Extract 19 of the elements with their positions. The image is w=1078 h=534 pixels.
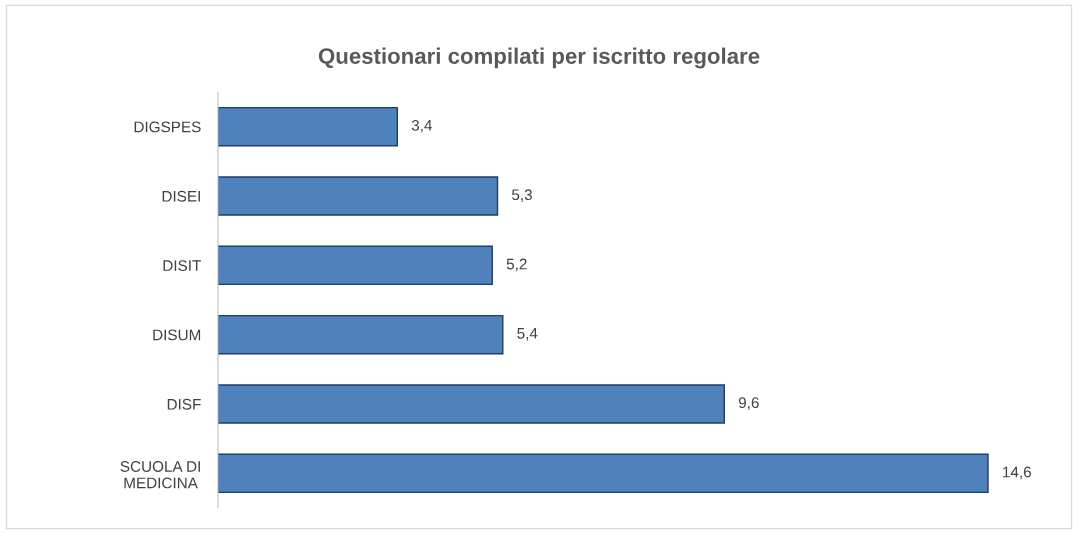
bar bbox=[218, 384, 725, 424]
y-tick-label: DISUM bbox=[153, 329, 201, 341]
y-tick-label: DISEI bbox=[162, 190, 200, 202]
bar bbox=[218, 314, 504, 355]
data-label: 5,2 bbox=[506, 258, 527, 272]
chart-title: Questionari compilati per iscritto regolare bbox=[318, 47, 760, 69]
data-label: 5,4 bbox=[517, 328, 538, 341]
data-label: 14,6 bbox=[1003, 466, 1031, 480]
data-label: 9,6 bbox=[738, 397, 759, 410]
y-tick-label: DIGSPES bbox=[134, 121, 201, 133]
bar bbox=[218, 453, 989, 494]
data-label: 3,4 bbox=[411, 119, 432, 133]
y-tick-label: DISIT bbox=[163, 260, 201, 272]
y-tick-label: SCUOLA DI MEDICINA bbox=[120, 461, 200, 489]
y-tick-label: DISF bbox=[167, 398, 201, 410]
bar bbox=[218, 176, 499, 216]
bar bbox=[218, 106, 399, 147]
bar bbox=[218, 245, 493, 286]
data-label: 5,3 bbox=[512, 189, 532, 202]
